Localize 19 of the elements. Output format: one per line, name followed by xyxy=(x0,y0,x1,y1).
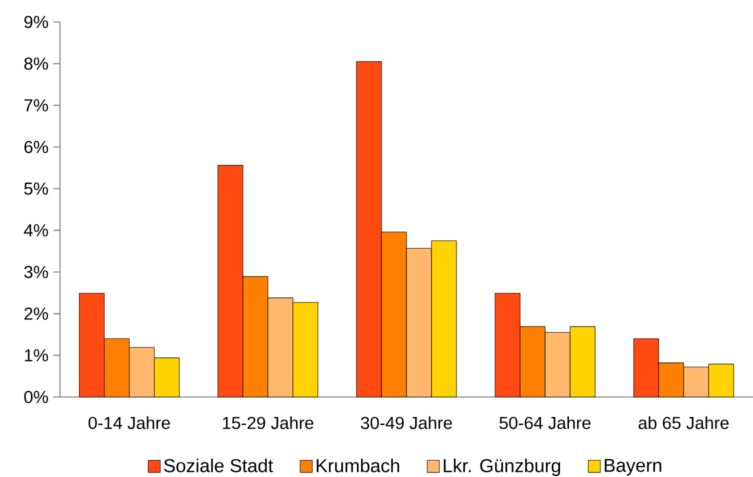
y-tick-label: 2% xyxy=(24,308,48,320)
legend-label: Bayern xyxy=(604,458,662,476)
x-tick-label: 50-64 Jahre xyxy=(500,416,591,430)
legend-label: Soziale Stadt xyxy=(164,458,274,472)
x-tick-label: 0-14 Jahre xyxy=(88,416,170,430)
legend-label: Lkr. Günzburg xyxy=(444,458,560,476)
y-tick-label: 4% xyxy=(24,224,48,236)
y-tick-label: 1% xyxy=(24,349,48,362)
x-tick-label: 30-49 Jahre xyxy=(360,416,452,430)
y-tick-label: 6% xyxy=(24,140,48,154)
x-tick-label: 15-29 Jahre xyxy=(222,416,314,430)
x-tick-label: ab 65 Jahre xyxy=(638,416,729,430)
legend-label: Krumbach xyxy=(316,458,400,472)
y-tick-label: 0% xyxy=(24,390,48,404)
y-tick-label: 9% xyxy=(24,16,48,28)
y-tick-label: 8% xyxy=(24,58,48,70)
y-tick-label: 3% xyxy=(24,266,48,278)
y-tick-label: 7% xyxy=(24,99,48,112)
y-tick-label: 5% xyxy=(24,182,48,195)
